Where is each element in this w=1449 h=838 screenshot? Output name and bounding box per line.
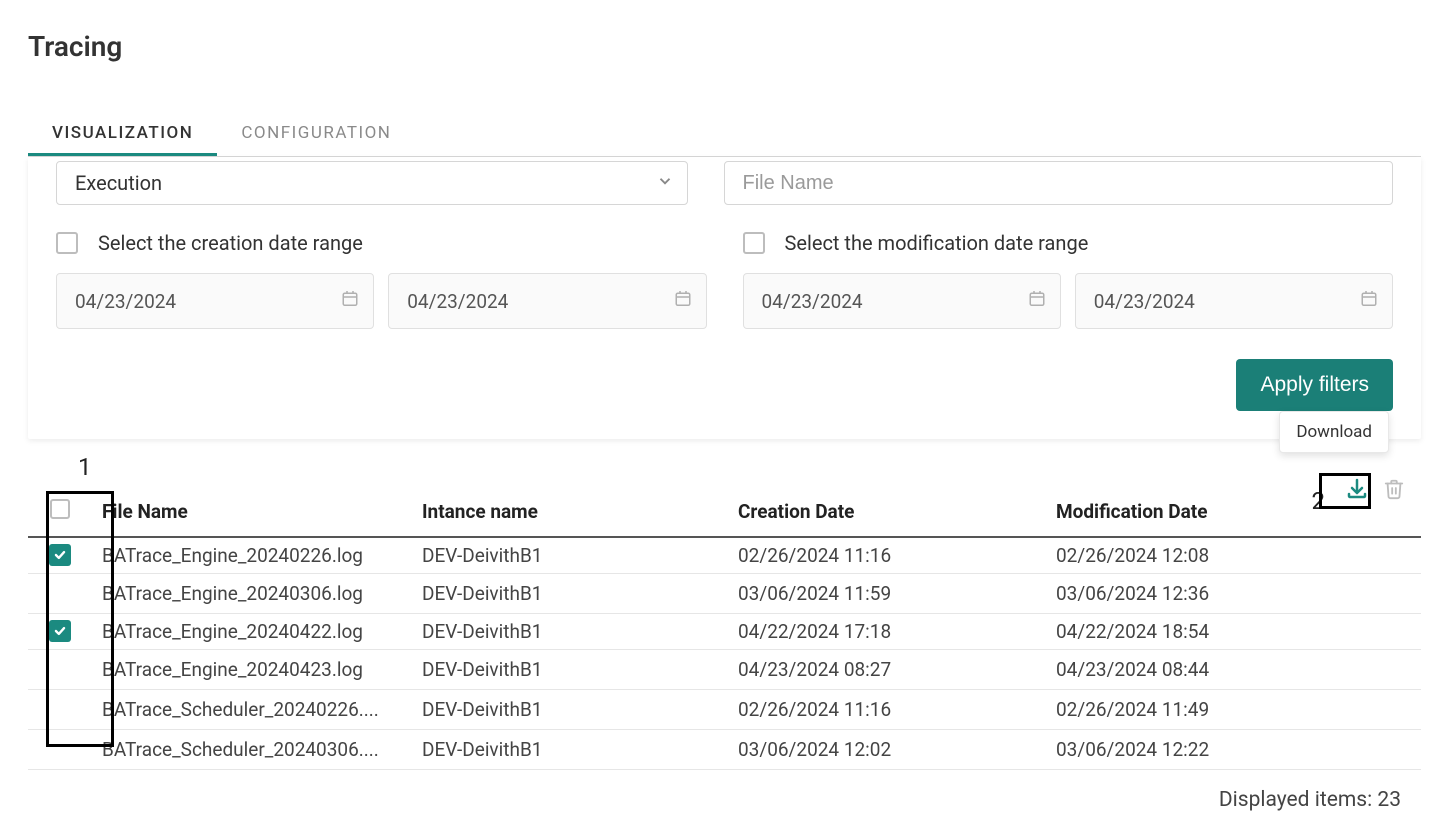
cell-file-name: BATrace_Engine_20240306.log xyxy=(92,574,412,614)
table-row[interactable]: BATrace_Engine_20240306.logDEV-DeivithB1… xyxy=(28,574,1421,614)
modification-range-checkbox[interactable] xyxy=(743,232,765,254)
table-row[interactable]: BATrace_Engine_20240226.logDEV-DeivithB1… xyxy=(28,537,1421,574)
col-header-file[interactable]: File Name xyxy=(92,491,412,537)
cell-creation-date: 04/22/2024 17:18 xyxy=(728,614,1046,650)
cell-modification-date: 02/26/2024 11:49 xyxy=(1046,690,1421,730)
creation-range-checkbox[interactable] xyxy=(56,232,78,254)
row-checkbox[interactable] xyxy=(49,580,71,602)
modification-to-input[interactable]: 04/23/2024 xyxy=(1075,273,1393,329)
modification-date-block: Select the modification date range 04/23… xyxy=(743,231,1394,329)
annotation-2: 2 xyxy=(1312,487,1326,515)
chevron-down-icon xyxy=(656,172,674,194)
results-area: 1 2 File Name Intance name Creation Date… xyxy=(28,491,1421,770)
cell-instance: DEV-DeivithB1 xyxy=(412,614,728,650)
row-checkbox[interactable] xyxy=(49,620,71,642)
annotation-1: 1 xyxy=(78,453,92,481)
download-button[interactable] xyxy=(1345,477,1369,501)
download-tooltip: Download xyxy=(1279,411,1389,453)
cell-instance: DEV-DeivithB1 xyxy=(412,690,728,730)
row-checkbox[interactable] xyxy=(49,736,71,758)
col-header-creation[interactable]: Creation Date xyxy=(728,491,1046,537)
row-checkbox[interactable] xyxy=(49,696,71,718)
row-checkbox[interactable] xyxy=(49,544,71,566)
row-checkbox[interactable] xyxy=(49,656,71,678)
table-row[interactable]: BATrace_Engine_20240423.logDEV-DeivithB1… xyxy=(28,650,1421,690)
creation-date-block: Select the creation date range 04/23/202… xyxy=(56,231,707,329)
file-name-input[interactable] xyxy=(724,161,1394,205)
table-row[interactable]: BATrace_Scheduler_20240306....DEV-Deivit… xyxy=(28,730,1421,770)
cell-file-name: BATrace_Engine_20240422.log xyxy=(92,614,412,650)
tab-configuration[interactable]: CONFIGURATION xyxy=(217,113,415,156)
tabs: VISUALIZATION CONFIGURATION xyxy=(28,113,1421,157)
cell-modification-date: 03/06/2024 12:36 xyxy=(1046,574,1421,614)
modification-range-label: Select the modification date range xyxy=(785,231,1089,255)
creation-to-input[interactable]: 04/23/2024 xyxy=(388,273,706,329)
cell-instance: DEV-DeivithB1 xyxy=(412,730,728,770)
cell-creation-date: 02/26/2024 11:16 xyxy=(728,690,1046,730)
creation-range-label: Select the creation date range xyxy=(98,231,363,255)
creation-to-value: 04/23/2024 xyxy=(407,290,508,313)
page-title: Tracing xyxy=(28,30,1421,63)
cell-creation-date: 02/26/2024 11:16 xyxy=(728,537,1046,574)
cell-modification-date: 04/22/2024 18:54 xyxy=(1046,614,1421,650)
cell-creation-date: 04/23/2024 08:27 xyxy=(728,650,1046,690)
modification-from-input[interactable]: 04/23/2024 xyxy=(743,273,1061,329)
col-header-instance[interactable]: Intance name xyxy=(412,491,728,537)
cell-modification-date: 02/26/2024 12:08 xyxy=(1046,537,1421,574)
cell-modification-date: 03/06/2024 12:22 xyxy=(1046,730,1421,770)
select-all-checkbox[interactable] xyxy=(50,499,70,519)
download-icon xyxy=(1345,477,1369,501)
table-row[interactable]: BATrace_Scheduler_20240226....DEV-Deivit… xyxy=(28,690,1421,730)
modification-from-value: 04/23/2024 xyxy=(762,290,863,313)
log-table: File Name Intance name Creation Date Mod… xyxy=(28,491,1421,770)
filter-card: Execution Select the creation date range… xyxy=(28,157,1421,439)
delete-button[interactable] xyxy=(1383,478,1405,500)
trash-icon xyxy=(1383,478,1405,500)
calendar-icon xyxy=(1028,290,1046,313)
type-select-value: Execution xyxy=(75,171,162,195)
apply-filters-button[interactable]: Apply filters xyxy=(1236,359,1393,411)
calendar-icon xyxy=(341,290,359,313)
cell-instance: DEV-DeivithB1 xyxy=(412,537,728,574)
cell-creation-date: 03/06/2024 12:02 xyxy=(728,730,1046,770)
cell-file-name: BATrace_Scheduler_20240226.... xyxy=(92,690,412,730)
calendar-icon xyxy=(1360,290,1378,313)
cell-creation-date: 03/06/2024 11:59 xyxy=(728,574,1046,614)
creation-from-input[interactable]: 04/23/2024 xyxy=(56,273,374,329)
displayed-items-count: Displayed items: 23 xyxy=(28,788,1421,812)
type-select[interactable]: Execution xyxy=(56,161,688,205)
cell-file-name: BATrace_Engine_20240423.log xyxy=(92,650,412,690)
cell-file-name: BATrace_Scheduler_20240306.... xyxy=(92,730,412,770)
creation-from-value: 04/23/2024 xyxy=(75,290,176,313)
calendar-icon xyxy=(674,290,692,313)
cell-instance: DEV-DeivithB1 xyxy=(412,650,728,690)
cell-instance: DEV-DeivithB1 xyxy=(412,574,728,614)
modification-to-value: 04/23/2024 xyxy=(1094,290,1195,313)
tab-visualization[interactable]: VISUALIZATION xyxy=(28,113,217,156)
cell-file-name: BATrace_Engine_20240226.log xyxy=(92,537,412,574)
cell-modification-date: 04/23/2024 08:44 xyxy=(1046,650,1421,690)
table-row[interactable]: BATrace_Engine_20240422.logDEV-DeivithB1… xyxy=(28,614,1421,650)
